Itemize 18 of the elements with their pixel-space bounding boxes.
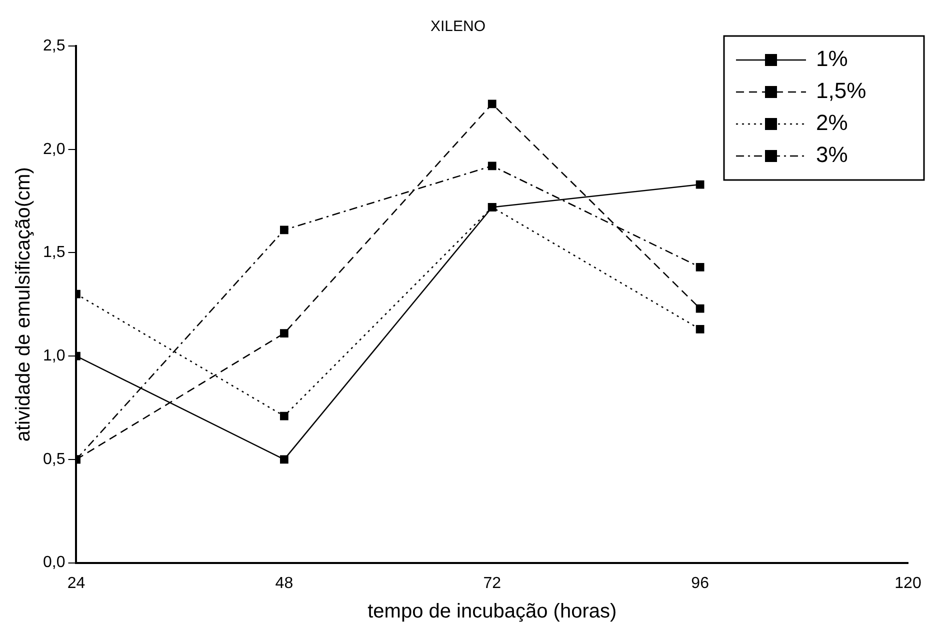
legend-label: 1%: [816, 46, 848, 72]
y-tick-label: 2,0: [42, 140, 66, 158]
x-tick-label: 48: [275, 574, 294, 592]
y-tick-label: 2,5: [42, 37, 66, 54]
x-tick-label: 96: [691, 574, 710, 592]
legend-label: 2%: [816, 110, 848, 136]
legend-label: 1,5%: [816, 78, 866, 104]
y-tick-label: 0,5: [42, 450, 66, 468]
chart-title: XILENO: [430, 18, 486, 36]
y-tick-label: 1,5: [42, 244, 66, 262]
x-tick-label: 24: [67, 574, 86, 592]
x-tick-label: 72: [483, 574, 502, 592]
y-axis-title: atividade de emulsificação(cm): [12, 167, 35, 442]
y-tick-label: 0,0: [42, 554, 66, 572]
y-tick-label: 1,0: [42, 347, 66, 364]
x-tick-label: 120: [894, 574, 922, 592]
legend-label: 3%: [816, 142, 848, 168]
x-axis-title: tempo de incubação (horas): [368, 600, 617, 623]
